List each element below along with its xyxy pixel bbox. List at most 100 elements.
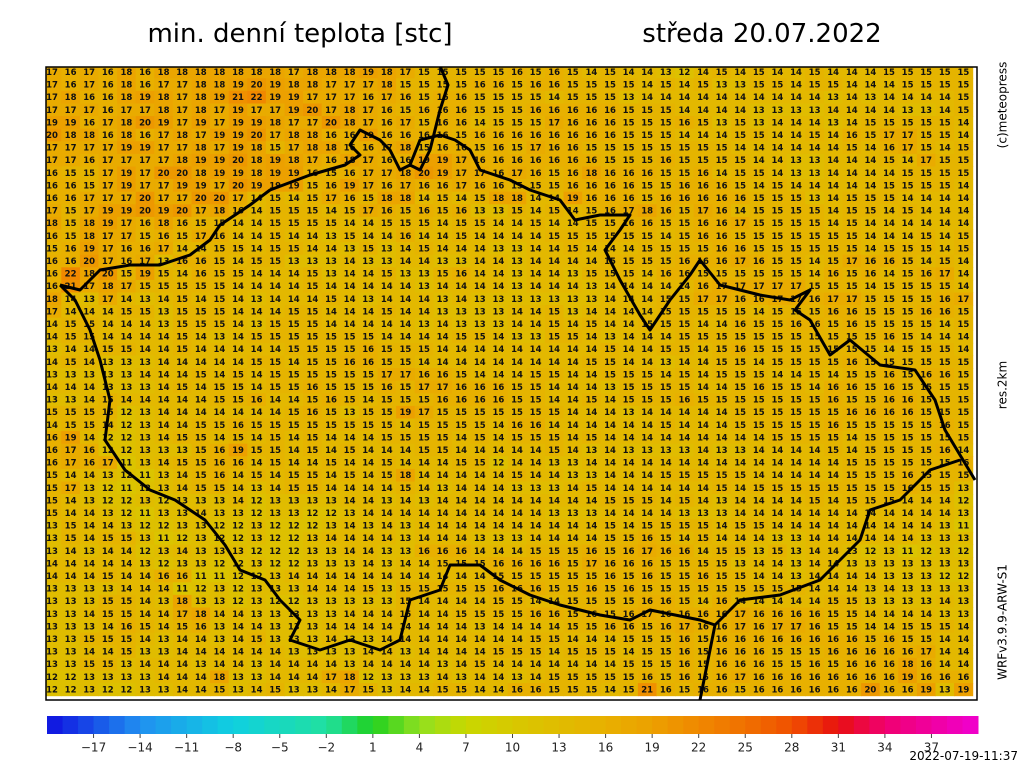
grid-value: 14 (902, 194, 914, 204)
grid-value: 16 (864, 673, 876, 683)
grid-value: 14 (362, 282, 374, 292)
grid-value: 15 (957, 358, 969, 368)
grid-value: 15 (790, 383, 802, 393)
grid-value: 15 (567, 232, 579, 242)
grid-value: 15 (846, 194, 858, 204)
grid-value: 16 (697, 232, 709, 242)
grid-value: 17 (399, 118, 411, 128)
grid-value: 14 (511, 446, 523, 456)
grid-value: 13 (585, 471, 597, 481)
grid-value: 15 (623, 370, 635, 380)
grid-value: 14 (455, 534, 467, 544)
grid-value: 14 (176, 370, 188, 380)
grid-cell (582, 90, 602, 104)
grid-value: 15 (232, 396, 244, 406)
grid-value: 15 (585, 433, 597, 443)
grid-value: 14 (641, 358, 653, 368)
grid-value: 15 (83, 169, 95, 179)
grid-value: 13 (381, 685, 393, 695)
grid-value: 15 (585, 93, 597, 103)
grid-value: 17 (120, 232, 132, 242)
grid-value: 15 (65, 358, 77, 368)
grid-value: 14 (660, 408, 672, 418)
grid-value: 16 (344, 358, 356, 368)
grid-value: 14 (325, 685, 337, 695)
grid-value: 15 (65, 534, 77, 544)
grid-value: 14 (399, 244, 411, 254)
grid-value: 15 (920, 345, 932, 355)
grid-value: 14 (492, 685, 504, 695)
grid-value: 14 (418, 295, 430, 305)
grid-value: 15 (920, 320, 932, 330)
grid-value: 14 (790, 131, 802, 141)
grid-value: 15 (939, 257, 951, 267)
grid-value: 13 (939, 534, 951, 544)
grid-cell (489, 90, 509, 104)
grid-value: 14 (883, 219, 895, 229)
grid-value: 16 (939, 307, 951, 317)
grid-value: 14 (883, 270, 895, 280)
grid-value: 15 (827, 282, 839, 292)
grid-value: 15 (344, 370, 356, 380)
grid-value: 16 (678, 257, 690, 267)
grid-value: 16 (195, 257, 207, 267)
grid-value: 13 (455, 320, 467, 330)
grid-value: 15 (325, 295, 337, 305)
grid-value: 20 (139, 207, 151, 217)
grid-value: 13 (418, 320, 430, 330)
grid-value: 16 (957, 673, 969, 683)
grid-value: 15 (660, 244, 672, 254)
grid-value: 15 (902, 118, 914, 128)
grid-value: 14 (195, 396, 207, 406)
grid-value: 14 (288, 433, 300, 443)
grid-value: 15 (920, 68, 932, 78)
grid-value: 20 (195, 194, 207, 204)
grid-value: 17 (399, 68, 411, 78)
grid-value: 14 (883, 93, 895, 103)
grid-value: 14 (623, 244, 635, 254)
grid-value: 15 (251, 333, 263, 343)
grid-value: 14 (864, 282, 876, 292)
grid-value: 14 (753, 496, 765, 506)
grid-value: 15 (325, 219, 337, 229)
grid-value: 14 (809, 383, 821, 393)
grid-value: 15 (548, 673, 560, 683)
grid-value: 15 (753, 244, 765, 254)
grid-value: 14 (548, 345, 560, 355)
grid-cell (861, 116, 881, 130)
grid-value: 15 (939, 471, 951, 481)
grid-value: 16 (753, 685, 765, 695)
grid-value: 16 (846, 635, 858, 645)
grid-value: 14 (455, 660, 467, 670)
grid-value: 14 (418, 471, 430, 481)
grid-value: 15 (939, 358, 951, 368)
grid-value: 16 (455, 93, 467, 103)
grid-value: 16 (883, 396, 895, 406)
grid-value: 16 (437, 144, 449, 154)
grid-value: 13 (139, 496, 151, 506)
grid-value: 12 (158, 559, 170, 569)
grid-value: 14 (176, 547, 188, 557)
grid-value: 18 (176, 156, 188, 166)
grid-value: 16 (102, 81, 114, 91)
grid-value: 13 (660, 68, 672, 78)
grid-value: 15 (920, 81, 932, 91)
grid-value: 15 (883, 446, 895, 456)
grid-value: 14 (158, 295, 170, 305)
grid-value: 14 (399, 333, 411, 343)
grid-value: 14 (306, 660, 318, 670)
grid-value: 17 (213, 181, 225, 191)
grid-value: 16 (362, 358, 374, 368)
grid-value: 15 (697, 534, 709, 544)
grid-value: 14 (920, 496, 932, 506)
grid-cell (582, 67, 602, 79)
grid-value: 14 (604, 396, 616, 406)
grid-value: 15 (957, 68, 969, 78)
grid-value: 15 (567, 685, 579, 695)
grid-value: 14 (678, 358, 690, 368)
grid-value: 14 (362, 509, 374, 519)
grid-value: 14 (325, 207, 337, 217)
grid-value: 14 (771, 144, 783, 154)
grid-value: 13 (251, 597, 263, 607)
grid-cell (303, 103, 323, 117)
